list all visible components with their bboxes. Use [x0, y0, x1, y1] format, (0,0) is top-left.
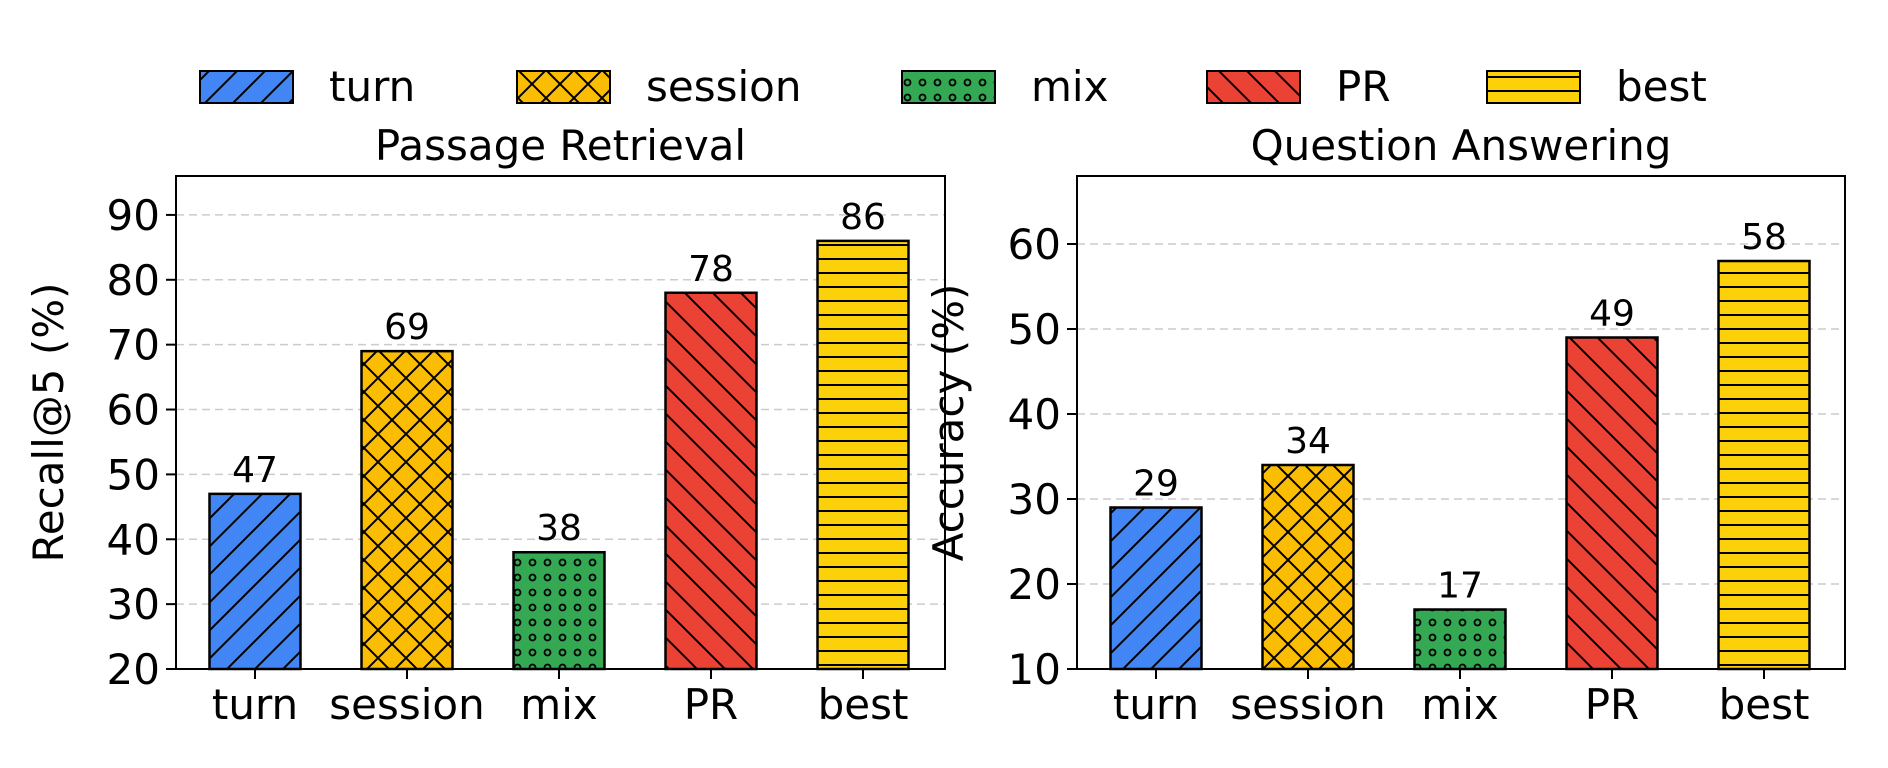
data-label-mix: 38: [536, 508, 582, 549]
y-tick-label: 20: [107, 645, 160, 694]
x-tick-label-turn: turn: [212, 680, 298, 729]
legend-swatch-session: [516, 70, 611, 104]
y-tick-label: 50: [1008, 305, 1061, 354]
y-tick-label: 90: [107, 191, 160, 240]
chart-passage-retrieval: 20 30 40 50 60 70 80 90 47 turn 69 session 38 mix 78 PR…: [24, 121, 946, 729]
legend-swatch-best: [1486, 70, 1581, 104]
x-tick-label-best: best: [1719, 680, 1810, 729]
x-tick-label-pr: PR: [684, 680, 739, 729]
x-tick-label-turn: turn: [1113, 680, 1199, 729]
bar-mix: [512, 550, 606, 671]
y-tick-label: 20: [1008, 560, 1061, 609]
bar-turn: [1109, 506, 1203, 671]
data-label-session: 69: [384, 307, 430, 348]
y-tick-label: 80: [107, 256, 160, 305]
x-tick-label-best: best: [818, 680, 909, 729]
bar-session: [1261, 463, 1355, 671]
axes-frame: [1076, 175, 1846, 670]
x-tick-label-session: session: [1230, 680, 1385, 729]
x-tick-label-session: session: [329, 680, 484, 729]
legend-swatch-pr: [1206, 70, 1301, 104]
y-tick-label: 40: [1008, 390, 1061, 439]
legend: turn session mix PR best: [199, 62, 1707, 111]
y-tick-label: 30: [1008, 475, 1061, 524]
legend-swatch-mix: [901, 70, 996, 104]
legend-swatch-turn: [199, 70, 294, 104]
bar-best: [1717, 259, 1811, 671]
x-tick-label-mix: mix: [1421, 680, 1498, 729]
bar-mix: [1413, 608, 1507, 671]
y-tick-label: 40: [107, 515, 160, 564]
bar-best: [816, 239, 910, 671]
data-label-pr: 49: [1589, 294, 1635, 335]
chart-question-answering: 10 20 30 40 50 60 29 turn 34 session 17 mix 49 PR 58 be…: [924, 121, 1846, 729]
y-tick-label: 50: [107, 450, 160, 499]
axes-frame: [175, 175, 946, 670]
data-label-best: 58: [1741, 217, 1787, 258]
data-label-best: 86: [840, 197, 886, 238]
legend-label-pr: PR: [1336, 62, 1391, 111]
y-tick-label: 70: [107, 321, 160, 370]
x-tick-label-pr: PR: [1585, 680, 1640, 729]
y-axis-label: Recall@5 (%): [24, 282, 73, 562]
data-label-session: 34: [1285, 421, 1331, 462]
data-label-mix: 17: [1437, 566, 1483, 607]
data-label-turn: 29: [1133, 464, 1179, 505]
y-axis-label: Accuracy (%): [924, 284, 973, 562]
bar-pr: [664, 291, 758, 671]
data-label-turn: 47: [232, 450, 278, 491]
y-tick-label: 60: [107, 386, 160, 435]
legend-label-session: session: [646, 62, 801, 111]
chart-title: Question Answering: [1251, 121, 1672, 170]
bar-pr: [1565, 336, 1659, 671]
data-label-pr: 78: [688, 249, 734, 290]
legend-label-turn: turn: [329, 62, 415, 111]
y-tick-label: 10: [1008, 645, 1061, 694]
legend-label-best: best: [1616, 62, 1707, 111]
legend-label-mix: mix: [1031, 62, 1108, 111]
bar-session: [360, 349, 454, 671]
y-tick-label: 60: [1008, 220, 1061, 269]
y-tick-label: 30: [107, 580, 160, 629]
x-tick-label-mix: mix: [520, 680, 597, 729]
bar-turn: [208, 492, 302, 671]
chart-title: Passage Retrieval: [375, 121, 746, 170]
